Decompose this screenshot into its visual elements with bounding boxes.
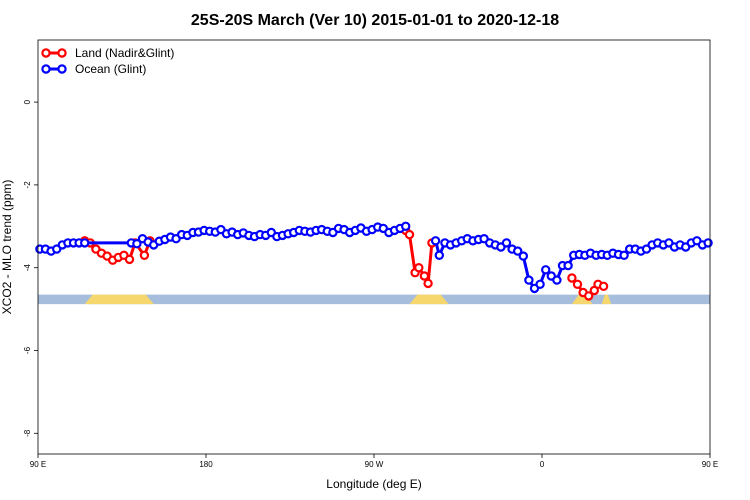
ocean-band (38, 294, 710, 305)
data-point (552, 275, 562, 285)
legend-swatch-marker (41, 64, 51, 74)
x-axis: 90 E 180 90 W 0 90 E (30, 454, 718, 469)
y-tick-label: 0 (23, 99, 32, 104)
data-point (513, 246, 523, 256)
data-point (414, 263, 424, 273)
y-tick-label: -6 (23, 346, 32, 354)
land-segment-1 (409, 294, 449, 305)
x-tick-label: 90 E (702, 460, 718, 469)
data-point (567, 273, 577, 283)
data-point (430, 236, 441, 246)
data-point (419, 271, 430, 281)
legend-swatch-marker (57, 48, 67, 58)
data-point (423, 278, 433, 289)
y-tick-label: -4 (23, 264, 32, 272)
data-point (501, 238, 512, 248)
x-tick-label: 90 W (365, 460, 384, 469)
data-point (404, 229, 415, 240)
y-tick-label: -8 (23, 429, 32, 437)
chart-title: 25S-20S March (Ver 10) 2015-01-01 to 202… (191, 12, 559, 29)
y-tick-label: -2 (23, 181, 32, 189)
data-point (132, 238, 142, 249)
series-layer (35, 221, 713, 301)
data-point (563, 260, 573, 271)
data-point (434, 250, 444, 260)
data-point (535, 279, 545, 289)
data-point (572, 279, 583, 289)
legend-item-1: Ocean (Glint) (41, 62, 146, 76)
legend: Land (Nadir&Glint) Ocean (Glint) (41, 46, 174, 76)
land-segment-0 (84, 294, 154, 305)
data-point (139, 250, 150, 260)
land-segment-3 (601, 294, 612, 305)
legend-swatch-marker (41, 48, 51, 58)
x-tick-label: 90 E (30, 460, 46, 469)
land-mask-band (38, 294, 710, 305)
data-point (584, 291, 594, 301)
series-1 (35, 221, 713, 294)
land-segment-2 (571, 294, 593, 305)
legend-item-0: Land (Nadir&Glint) (41, 46, 174, 60)
data-point (703, 238, 713, 248)
legend-swatch-marker (57, 64, 67, 74)
data-point (124, 254, 135, 265)
data-point (598, 281, 609, 291)
data-point (541, 265, 551, 275)
y-axis: 0 -2 -4 -6 -8 (23, 99, 38, 437)
legend-label: Land (Nadir&Glint) (75, 46, 174, 60)
data-point (401, 221, 411, 231)
y-axis-label: XCO2 - MLO trend (ppm) (0, 180, 14, 315)
data-point (79, 238, 90, 248)
x-axis-label: Longitude (deg E) (326, 477, 421, 491)
data-point (524, 275, 534, 285)
legend-label: Ocean (Glint) (75, 62, 146, 76)
data-point (518, 251, 529, 261)
x-tick-label: 0 (540, 460, 545, 469)
x-tick-label: 180 (199, 460, 213, 469)
data-point (619, 250, 629, 260)
